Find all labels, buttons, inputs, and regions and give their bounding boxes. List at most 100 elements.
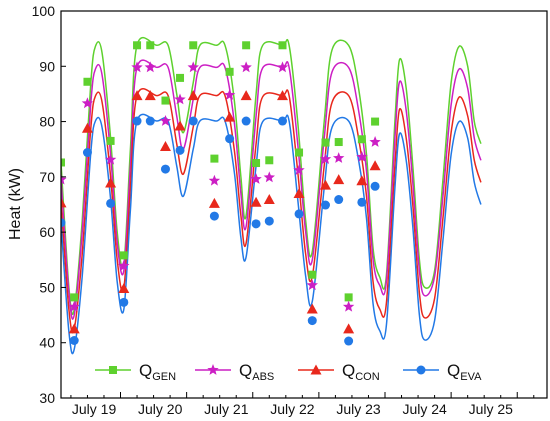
marker-gen bbox=[133, 41, 142, 50]
marker-abs bbox=[276, 61, 289, 73]
marker-gen bbox=[119, 251, 128, 260]
marker-eva bbox=[357, 197, 367, 207]
legend-marker-con bbox=[310, 364, 322, 375]
y-tick-label: 90 bbox=[39, 58, 55, 74]
legend-symbol: Q bbox=[239, 361, 252, 380]
series-markers bbox=[61, 41, 381, 346]
marker-abs bbox=[342, 300, 355, 312]
marker-con bbox=[187, 90, 199, 101]
y-axis-ticks: 30 40 50 60 70 80 90 100 bbox=[32, 3, 66, 406]
marker-gen bbox=[265, 156, 274, 165]
marker-abs bbox=[356, 151, 368, 162]
legend-subscript: CON bbox=[355, 371, 380, 383]
marker-con bbox=[250, 196, 262, 207]
x-tick-label: July 23 bbox=[336, 401, 381, 417]
marker-abs bbox=[81, 97, 94, 109]
marker-eva bbox=[278, 116, 288, 126]
legend-marker-eva bbox=[416, 365, 426, 375]
marker-eva bbox=[251, 219, 261, 229]
marker-abs bbox=[104, 153, 117, 165]
marker-abs bbox=[250, 173, 262, 184]
marker-abs bbox=[223, 89, 236, 100]
marker-eva bbox=[264, 216, 274, 226]
plot-frame bbox=[60, 10, 548, 399]
marker-con bbox=[159, 140, 171, 151]
marker-abs bbox=[306, 279, 318, 291]
marker-gen bbox=[308, 270, 317, 279]
marker-con bbox=[343, 323, 355, 334]
marker-gen bbox=[295, 148, 304, 157]
marker-gen bbox=[242, 41, 251, 50]
legend-subscript: EVA bbox=[460, 371, 482, 383]
marker-abs bbox=[333, 152, 345, 163]
marker-con bbox=[277, 90, 289, 101]
marker-eva bbox=[175, 145, 185, 155]
marker-abs bbox=[319, 153, 332, 164]
marker-abs bbox=[187, 61, 199, 73]
legend-label-abs: QABS bbox=[239, 361, 274, 383]
marker-abs bbox=[240, 61, 252, 73]
marker-eva bbox=[132, 116, 142, 126]
marker-con bbox=[118, 283, 130, 294]
marker-gen bbox=[210, 154, 219, 163]
x-tick-label: July 20 bbox=[138, 401, 183, 417]
marker-abs bbox=[61, 173, 67, 185]
marker-con bbox=[263, 194, 275, 205]
marker-abs bbox=[263, 171, 275, 183]
marker-con bbox=[61, 197, 67, 208]
marker-eva bbox=[160, 164, 170, 174]
marker-abs bbox=[369, 136, 381, 147]
marker-eva bbox=[61, 218, 66, 228]
marker-eva bbox=[294, 209, 304, 219]
marker-gen bbox=[321, 138, 330, 147]
marker-con bbox=[369, 160, 381, 171]
marker-con bbox=[174, 120, 186, 131]
marker-gen bbox=[357, 135, 366, 144]
marker-gen bbox=[146, 41, 155, 50]
marker-gen bbox=[176, 73, 185, 82]
marker-eva bbox=[344, 336, 354, 346]
marker-con bbox=[224, 111, 236, 122]
y-axis-title: Heat (kW) bbox=[7, 168, 24, 240]
marker-con bbox=[68, 323, 80, 334]
legend-label-eva: QEVA bbox=[447, 361, 482, 383]
marker-abs bbox=[208, 174, 221, 186]
marker-gen bbox=[225, 67, 234, 76]
legend-symbol: Q bbox=[447, 361, 460, 380]
marker-gen bbox=[161, 96, 170, 105]
x-tick-label: July 24 bbox=[402, 401, 447, 417]
x-tick-label: July 21 bbox=[204, 401, 249, 417]
marker-con bbox=[81, 122, 93, 133]
marker-con bbox=[333, 174, 345, 185]
marker-eva bbox=[241, 116, 251, 126]
x-tick-label: July 22 bbox=[270, 401, 315, 417]
marker-abs bbox=[159, 115, 172, 126]
marker-gen bbox=[61, 158, 65, 167]
marker-eva bbox=[82, 148, 92, 158]
marker-con bbox=[306, 303, 318, 314]
marker-eva bbox=[320, 200, 330, 210]
marker-abs bbox=[131, 61, 143, 73]
marker-eva bbox=[334, 195, 344, 205]
marker-eva bbox=[307, 316, 317, 326]
marker-eva bbox=[209, 211, 219, 221]
x-tick-label: July 25 bbox=[469, 401, 514, 417]
y-tick-label: 80 bbox=[39, 114, 55, 130]
legend-marker-gen bbox=[109, 366, 117, 374]
legend-label-gen: QGEN bbox=[139, 361, 176, 383]
marker-eva bbox=[145, 116, 155, 126]
marker-eva bbox=[106, 198, 116, 208]
marker-eva bbox=[119, 297, 129, 307]
marker-gen bbox=[70, 293, 79, 302]
y-tick-label: 40 bbox=[39, 335, 55, 351]
marker-con bbox=[131, 90, 143, 101]
marker-abs bbox=[144, 61, 156, 73]
marker-con bbox=[105, 177, 117, 188]
legend-marker-abs bbox=[207, 364, 219, 375]
legend-label-con: QCON bbox=[342, 361, 380, 383]
y-tick-label: 50 bbox=[39, 279, 55, 295]
marker-con bbox=[208, 197, 220, 208]
marker-con bbox=[319, 179, 331, 190]
marker-gen bbox=[106, 136, 115, 145]
